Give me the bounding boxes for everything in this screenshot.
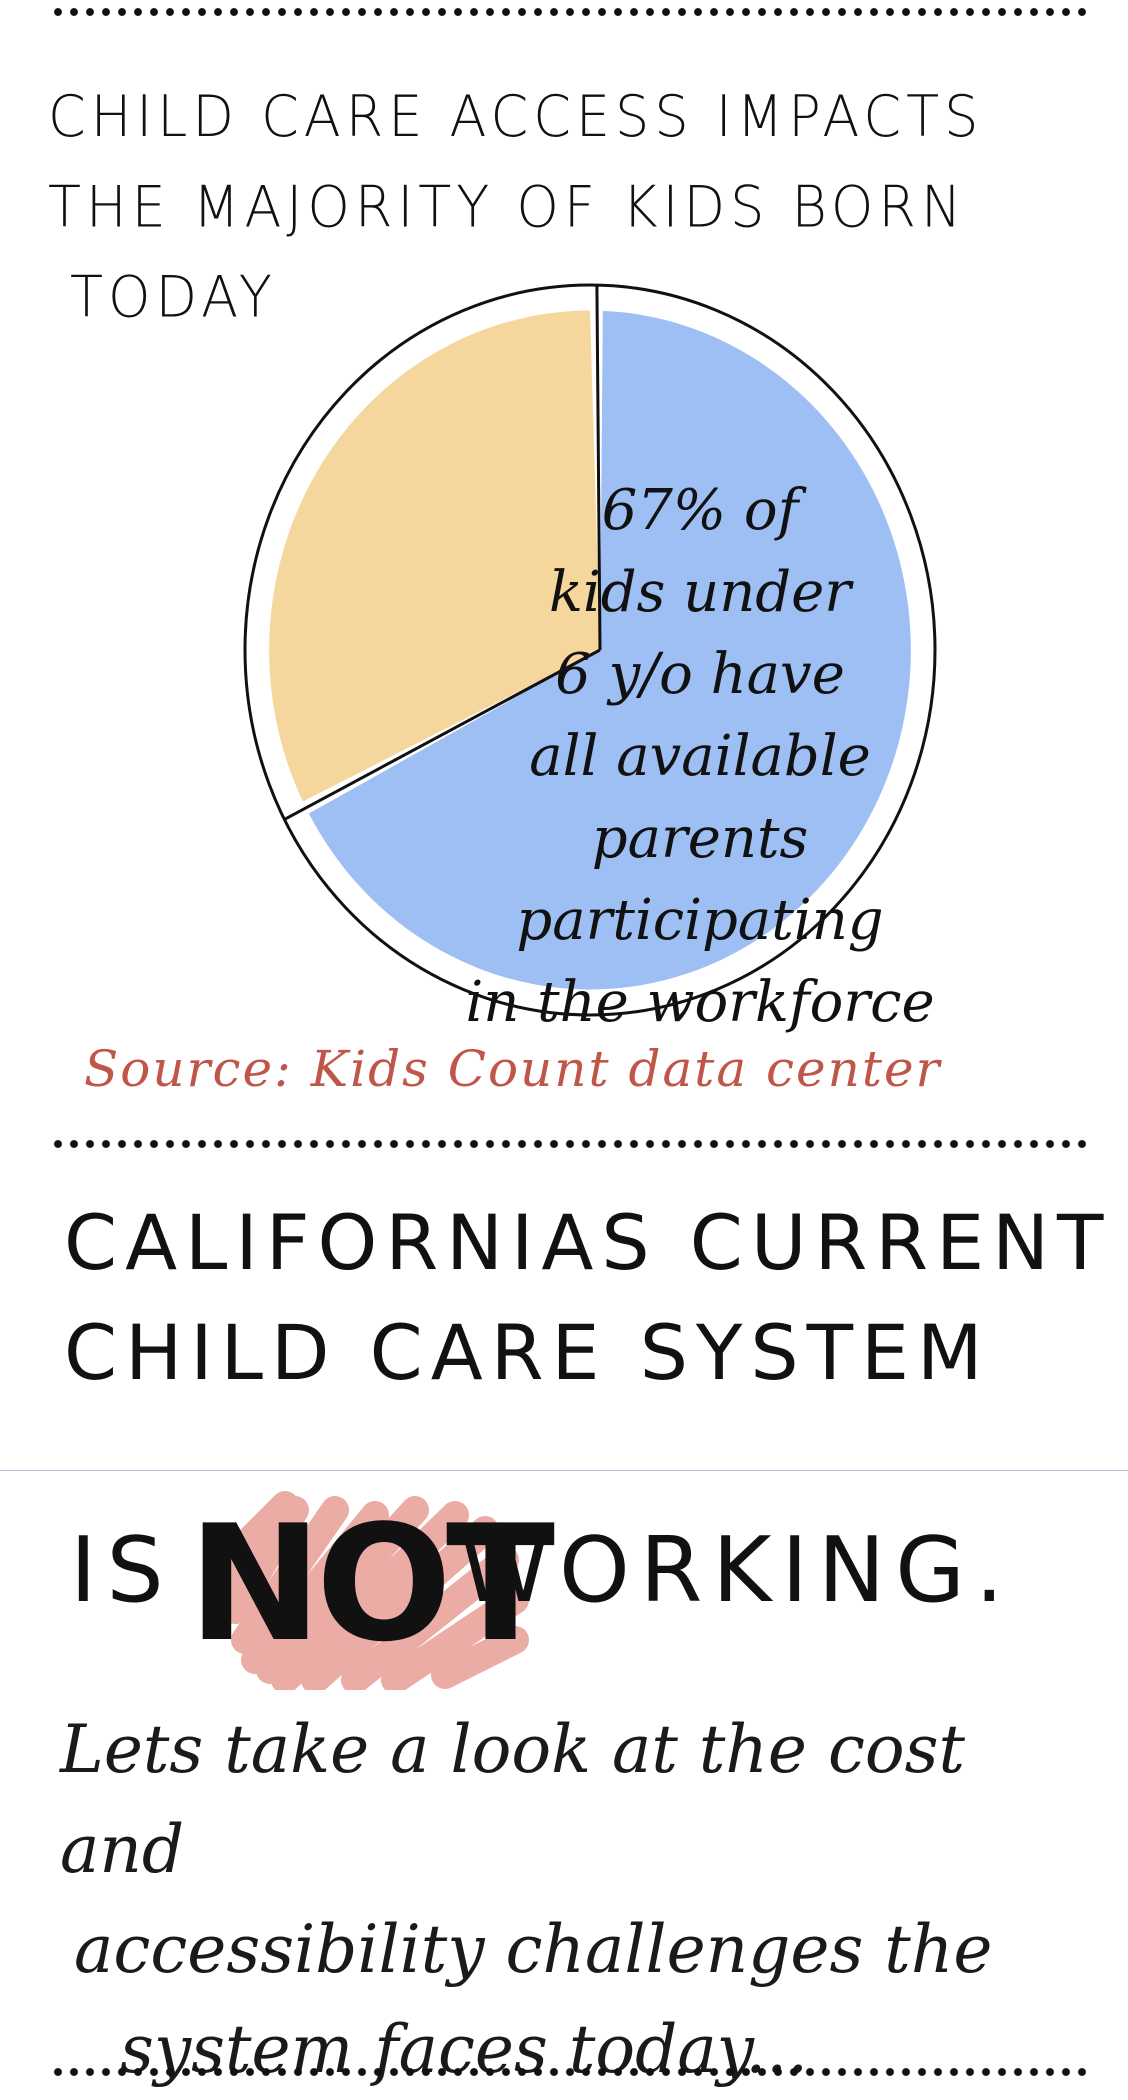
pie-label-line-1: 67% of xyxy=(601,478,799,543)
red-scribble-highlight xyxy=(215,1491,529,1690)
heading-not-working: IS NOT WORKING. xyxy=(70,1490,1070,1690)
pie-slice-label: 67% of kids under 6 y/o have all availab… xyxy=(430,470,970,1044)
intro-line-3: system faces today... xyxy=(120,2011,809,2088)
title-line-3: TODAY xyxy=(70,264,277,331)
title-line-2: THE MAJORITY OF KIDS BORN xyxy=(48,173,967,240)
heading2-working: WORKING. xyxy=(460,1518,1014,1623)
intro-line-1: Lets take a look at the cost and xyxy=(60,1711,966,1888)
dotted-divider-middle xyxy=(50,1140,1090,1148)
intro-text: Lets take a look at the cost and accessi… xyxy=(60,1700,1080,2100)
pie-divider-1 xyxy=(595,285,602,651)
heading2-not: NOT xyxy=(188,1490,555,1677)
chart-title: CHILD CARE ACCESS IMPACTS THE MAJORITY O… xyxy=(48,72,983,343)
horizontal-rule xyxy=(0,1470,1128,1471)
pie-chart-svg xyxy=(243,283,937,1017)
pie-label-line-3: 6 y/o have xyxy=(555,642,845,707)
heading-california-system: CALIFORNIAS CURRENT CHILD CARE SYSTEM xyxy=(64,1188,1111,1408)
title-line-1: CHILD CARE ACCESS IMPACTS xyxy=(48,83,984,150)
pie-divider-2 xyxy=(283,648,601,821)
dotted-divider-bottom xyxy=(50,2068,1090,2076)
dotted-divider-top xyxy=(50,8,1090,16)
heading1-line-1: CALIFORNIAS CURRENT xyxy=(64,1198,1112,1287)
pie-label-line-5: parents participating xyxy=(516,806,884,953)
pie-outline xyxy=(243,283,937,1017)
pie-chart xyxy=(220,280,1000,1040)
pie-slice-1 xyxy=(308,310,911,990)
pie-label-line-4: all available xyxy=(529,724,871,789)
pie-label-line-2: kids under xyxy=(548,560,852,625)
source-note: Source: Kids Count data center xyxy=(84,1040,942,1098)
intro-line-2: accessibility challenges the xyxy=(74,1911,993,1988)
pie-label-line-6: in the workforce xyxy=(465,970,935,1035)
pie-slice-2 xyxy=(269,310,600,802)
heading1-line-2: CHILD CARE SYSTEM xyxy=(64,1308,991,1397)
heading2-is: IS xyxy=(70,1518,174,1623)
